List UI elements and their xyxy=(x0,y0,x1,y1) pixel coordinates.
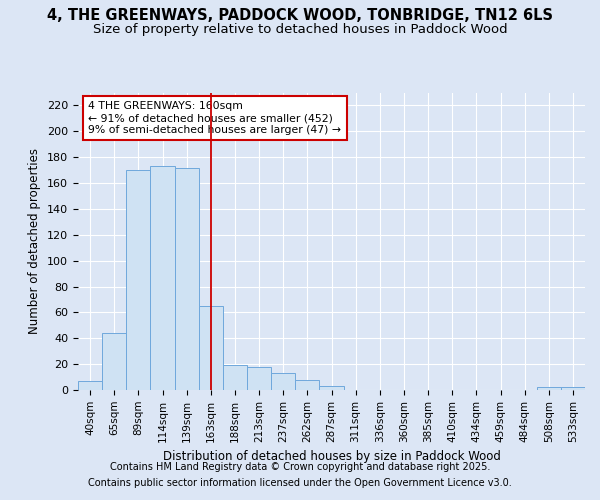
Bar xyxy=(151,166,175,390)
Bar xyxy=(126,170,151,390)
Text: 4, THE GREENWAYS, PADDOCK WOOD, TONBRIDGE, TN12 6LS: 4, THE GREENWAYS, PADDOCK WOOD, TONBRIDG… xyxy=(47,8,553,22)
Bar xyxy=(319,386,344,390)
Bar xyxy=(247,366,271,390)
Bar xyxy=(295,380,319,390)
Bar xyxy=(199,306,223,390)
Bar xyxy=(223,366,247,390)
Text: 4 THE GREENWAYS: 160sqm
← 91% of detached houses are smaller (452)
9% of semi-de: 4 THE GREENWAYS: 160sqm ← 91% of detache… xyxy=(88,102,341,134)
Bar xyxy=(78,381,102,390)
Bar xyxy=(175,168,199,390)
Y-axis label: Number of detached properties: Number of detached properties xyxy=(28,148,41,334)
Text: Contains public sector information licensed under the Open Government Licence v3: Contains public sector information licen… xyxy=(88,478,512,488)
Bar xyxy=(271,373,295,390)
Bar xyxy=(537,388,561,390)
Text: Size of property relative to detached houses in Paddock Wood: Size of property relative to detached ho… xyxy=(92,22,508,36)
Bar xyxy=(102,333,126,390)
Bar xyxy=(561,388,585,390)
Text: Contains HM Land Registry data © Crown copyright and database right 2025.: Contains HM Land Registry data © Crown c… xyxy=(110,462,490,472)
X-axis label: Distribution of detached houses by size in Paddock Wood: Distribution of detached houses by size … xyxy=(163,450,500,463)
